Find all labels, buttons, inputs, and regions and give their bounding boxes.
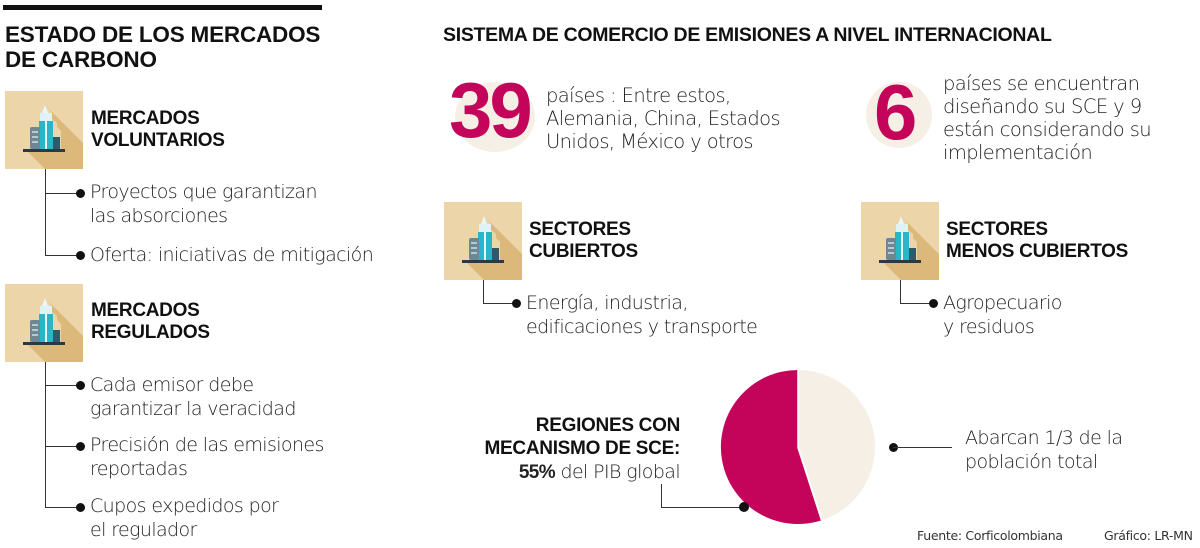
less-covered-item-line1: Agropecuario bbox=[943, 292, 1062, 314]
bullet-dot bbox=[76, 189, 85, 198]
list-item-line1: Proyectos que garantizan bbox=[90, 181, 318, 203]
gdp-percent: 55% bbox=[518, 462, 556, 483]
covered-label-line1: SECTORES bbox=[529, 219, 631, 240]
bullet-dot bbox=[929, 299, 938, 308]
stat-number-6: 6 bbox=[874, 68, 917, 156]
left-title-line2: DE CARBONO bbox=[5, 47, 157, 72]
building-icon bbox=[861, 202, 939, 280]
list-item-line1: Oferta: iniciativas de mitigación bbox=[90, 244, 374, 266]
covered-label-line2: CUBIERTOS bbox=[529, 241, 638, 262]
regulated-label-line1: MERCADOS bbox=[91, 300, 200, 321]
connector-line bbox=[45, 193, 78, 194]
population-line2: población total bbox=[965, 451, 1098, 473]
connector-line bbox=[900, 280, 901, 303]
regions-gdp-share: 55% del PIB global bbox=[440, 460, 681, 485]
source-credit: Fuente: Corficolombiana bbox=[917, 528, 1063, 543]
connector-line bbox=[661, 484, 662, 507]
left-title-line1: ESTADO DE LOS MERCADOS bbox=[5, 22, 321, 47]
connector-line bbox=[900, 303, 931, 304]
regions-label-line1: REGIONES CON bbox=[535, 415, 681, 436]
stat-6-line4: implementación bbox=[943, 141, 1093, 164]
title-rule bbox=[3, 5, 322, 10]
list-item: Cada emisor debe garantizar la veracidad bbox=[90, 373, 296, 421]
covered-sectors-heading: SECTORES CUBIERTOS bbox=[529, 219, 638, 263]
less-covered-sectors-item: Agropecuario y residuos bbox=[943, 291, 1062, 339]
bullet-dot bbox=[76, 381, 85, 390]
less-covered-item-line2: y residuos bbox=[943, 316, 1035, 338]
connector-line bbox=[483, 280, 484, 303]
covered-item-line2: edificaciones y transporte bbox=[526, 316, 758, 338]
gdp-suffix: del PIB global bbox=[555, 461, 681, 483]
stat-39-line1: países : Entre estos, bbox=[546, 84, 731, 107]
list-item: Oferta: iniciativas de mitigación bbox=[90, 243, 374, 267]
left-title: ESTADO DE LOS MERCADOS DE CARBONO bbox=[5, 22, 320, 72]
bullet-dot bbox=[76, 251, 85, 260]
pie-slice-gdp bbox=[720, 369, 822, 524]
bullet-dot bbox=[739, 502, 749, 512]
pie-chart bbox=[720, 369, 875, 524]
voluntary-markets-heading: MERCADOS VOLUNTARIOS bbox=[91, 108, 225, 152]
right-title: SISTEMA DE COMERCIO DE EMISIONES A NIVEL… bbox=[443, 24, 1052, 46]
voluntary-label-line2: VOLUNTARIOS bbox=[91, 130, 225, 151]
bullet-dot bbox=[76, 503, 85, 512]
building-icon bbox=[5, 284, 83, 362]
list-item-line2: las absorciones bbox=[90, 205, 228, 227]
list-item-line2: reportadas bbox=[90, 458, 188, 480]
regions-heading: REGIONES CON MECANISMO DE SCE: bbox=[440, 414, 681, 460]
stat-39-description: países : Entre estos, Alemania, China, E… bbox=[546, 84, 781, 153]
list-item-line1: Cada emisor debe bbox=[90, 374, 254, 396]
stat-6-line2: diseñando su SCE y 9 bbox=[943, 95, 1142, 118]
list-item-line2: el regulador bbox=[90, 519, 197, 541]
covered-item-line1: Energía, industria, bbox=[526, 292, 688, 314]
list-item-line1: Cupos expedidos por bbox=[90, 495, 279, 517]
number-backdrop bbox=[866, 82, 932, 148]
voluntary-label-line1: MERCADOS bbox=[91, 108, 200, 129]
list-item: Cupos expedidos por el regulador bbox=[90, 494, 279, 542]
population-share: Abarcan 1/3 de la población total bbox=[965, 426, 1123, 474]
building-icon bbox=[5, 91, 83, 169]
less-covered-label-line1: SECTORES bbox=[946, 219, 1048, 240]
regulated-markets-heading: MERCADOS REGULADOS bbox=[91, 300, 210, 344]
regulated-label-line2: REGULADOS bbox=[91, 322, 210, 343]
list-item: Proyectos que garantizan las absorciones bbox=[90, 180, 318, 228]
number-backdrop bbox=[455, 82, 535, 152]
graphic-credit: Gráfico: LR-MN bbox=[1104, 528, 1193, 543]
less-covered-label-line2: MENOS CUBIERTOS bbox=[946, 241, 1129, 262]
connector-line bbox=[45, 169, 46, 255]
connector-line bbox=[893, 447, 952, 448]
bullet-dot bbox=[512, 299, 521, 308]
connector-line bbox=[45, 446, 78, 447]
stat-39-line3: Unidos, México y otros bbox=[546, 130, 754, 153]
stat-number-39: 39 bbox=[449, 66, 533, 154]
population-line1: Abarcan 1/3 de la bbox=[965, 427, 1123, 449]
connector-line bbox=[45, 385, 78, 386]
stat-39-line2: Alemania, China, Estados bbox=[546, 107, 781, 130]
list-item-line1: Precisión de las emisiones bbox=[90, 434, 324, 456]
regions-label-line2: MECANISMO DE SCE: bbox=[484, 438, 681, 459]
connector-line bbox=[45, 255, 78, 256]
building-icon bbox=[444, 202, 522, 280]
stat-6-line3: están considerando su bbox=[943, 118, 1152, 141]
connector-line bbox=[45, 362, 46, 508]
list-item: Precisión de las emisiones reportadas bbox=[90, 433, 324, 481]
list-item-line2: garantizar la veracidad bbox=[90, 398, 296, 420]
connector-line bbox=[45, 507, 78, 508]
stat-6-line1: países se encuentran bbox=[943, 72, 1140, 95]
bullet-dot bbox=[76, 442, 85, 451]
stat-6-description: países se encuentran diseñando su SCE y … bbox=[943, 72, 1152, 164]
connector-line bbox=[483, 303, 514, 304]
connector-line bbox=[661, 507, 741, 508]
less-covered-sectors-heading: SECTORES MENOS CUBIERTOS bbox=[946, 219, 1128, 263]
covered-sectors-item: Energía, industria, edificaciones y tran… bbox=[526, 291, 758, 339]
